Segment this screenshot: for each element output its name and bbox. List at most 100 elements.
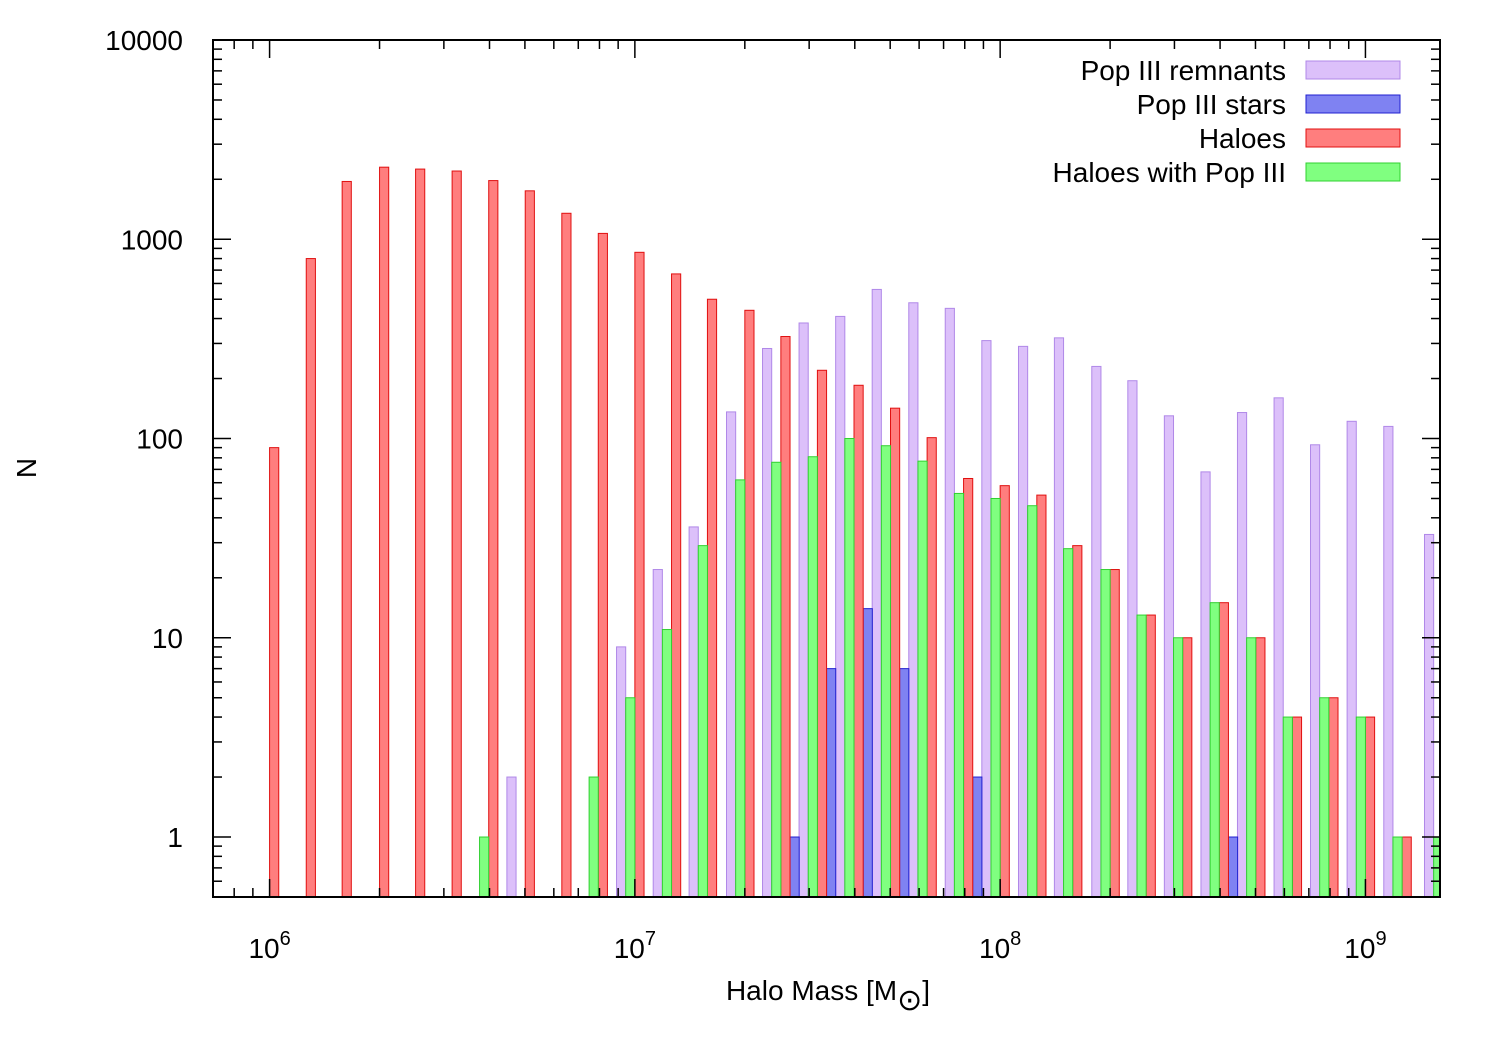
legend-label: Haloes with Pop III: [1053, 157, 1286, 188]
y-axis: 1 10 100 1000 10000: [105, 25, 1440, 898]
bar-haloes-10: [634, 251, 645, 898]
bar-haloes-1: [305, 258, 316, 898]
x-tick-base: 10: [979, 933, 1010, 964]
bar-haloes-2: [341, 180, 352, 898]
bar-pop-iii-remnants-16: [835, 315, 846, 898]
x-tick-base: 10: [1344, 933, 1375, 964]
x-tick-base: 10: [614, 933, 645, 964]
bar-haloes-21: [1036, 494, 1047, 898]
x-tick-label: 109: [1344, 928, 1386, 964]
bar-haloes-with-pop-iii-25: [1173, 637, 1184, 898]
bar-haloes-11: [671, 273, 682, 898]
bar-pop-iii-remnants-20: [981, 340, 992, 898]
bar-pop-iii-remnants-10: [616, 646, 627, 898]
bar-haloes-with-pop-iii-24: [1136, 614, 1147, 898]
bar-pop-iii-remnants-30: [1346, 420, 1357, 898]
bar-pop-iii-stars-19: [972, 776, 983, 898]
bar-haloes-8: [561, 212, 572, 898]
x-axis-label-close: ]: [922, 975, 930, 1006]
bar-haloes-28: [1291, 716, 1303, 898]
legend-label: Pop III stars: [1137, 89, 1286, 120]
x-axis-label-sun-symbol: ⊙: [897, 984, 922, 1017]
bar-haloes-22: [1072, 545, 1083, 898]
bar-haloes-18: [926, 437, 937, 898]
bar-haloes-with-pop-iii-21: [1027, 505, 1038, 898]
y-tick-label: 100: [136, 424, 183, 455]
bar-pop-iii-remnants-25: [1163, 415, 1175, 898]
x-tick-label: 106: [248, 928, 290, 964]
bar-pop-iii-remnants-23: [1091, 365, 1102, 898]
x-tick-exponent: 7: [645, 928, 656, 950]
x-tick-label: 107: [614, 928, 656, 964]
bar-haloes-with-pop-iii-29: [1319, 697, 1330, 898]
bar-haloes-23: [1109, 569, 1120, 898]
bar-haloes-16: [853, 384, 864, 898]
bar-haloes-with-pop-iii-6: [479, 836, 490, 898]
bar-haloes-with-pop-iii-27: [1246, 637, 1257, 898]
bar-pop-iii-remnants-26: [1200, 471, 1211, 898]
x-tick-label: 108: [979, 928, 1021, 964]
bar-haloes-24: [1145, 614, 1156, 898]
x-axis: 106 107 108 109: [212, 40, 1387, 964]
bar-haloes-with-pop-iii-23: [1100, 569, 1111, 898]
bar-haloes-with-pop-iii-17: [880, 445, 892, 898]
bar-haloes-with-pop-iii-10: [625, 697, 636, 898]
bar-pop-iii-remnants-32: [1423, 533, 1435, 898]
bar-haloes-with-pop-iii-26: [1209, 602, 1220, 898]
bar-haloes-with-pop-iii-18: [917, 460, 928, 898]
x-tick-base: 10: [248, 933, 279, 964]
bar-haloes-30: [1364, 716, 1376, 898]
bar-pop-iii-stars-14: [789, 836, 800, 898]
bar-pop-iii-remnants-31: [1383, 425, 1394, 898]
bar-haloes-9: [597, 232, 608, 898]
bar-pop-iii-remnants-11: [652, 569, 663, 898]
x-axis-label: Halo Mass [M⊙]: [726, 975, 930, 1017]
bar-haloes-3: [379, 166, 390, 898]
bar-pop-iii-remnants-27: [1236, 412, 1248, 898]
bar-haloes-with-pop-iii-28: [1282, 716, 1293, 898]
bar-pop-iii-remnants-19: [944, 307, 955, 898]
bar-haloes-with-pop-iii-16: [844, 438, 855, 898]
bar-haloes-with-pop-iii-13: [735, 479, 746, 898]
bar-haloes-with-pop-iii-12: [697, 545, 708, 898]
bar-pop-iii-remnants-24: [1127, 380, 1138, 898]
bar-pop-iii-stars-17: [899, 668, 910, 898]
bars-layer: [269, 166, 1441, 898]
legend-swatch: [1305, 60, 1401, 80]
bar-haloes-12: [706, 298, 718, 898]
bar-haloes-with-pop-iii-22: [1063, 548, 1074, 898]
bar-pop-iii-remnants-28: [1273, 397, 1284, 898]
bar-haloes-19: [963, 477, 974, 898]
bar-pop-iii-remnants-7: [506, 776, 517, 898]
bar-pop-iii-remnants-21: [1017, 345, 1029, 898]
bar-pop-iii-remnants-13: [726, 411, 737, 898]
bar-haloes-26: [1218, 602, 1229, 898]
legend-label: Pop III remnants: [1081, 55, 1286, 86]
bar-pop-iii-remnants-18: [908, 302, 919, 898]
bar-haloes-with-pop-iii-15: [807, 456, 818, 898]
x-tick-exponent: 6: [280, 928, 291, 950]
bar-haloes-0: [269, 447, 280, 898]
bar-pop-iii-remnants-12: [688, 526, 699, 898]
x-tick-exponent: 8: [1010, 928, 1021, 950]
bar-haloes-27: [1255, 637, 1266, 898]
bar-pop-iii-remnants-29: [1310, 444, 1321, 898]
bar-haloes-14: [780, 336, 791, 898]
bar-haloes-5: [451, 170, 462, 898]
bar-haloes-20: [999, 485, 1010, 898]
bar-haloes-25: [1182, 637, 1193, 898]
y-tick-label: 10: [152, 623, 183, 654]
bar-haloes-with-pop-iii-20: [990, 497, 1001, 898]
bar-haloes-with-pop-iii-9: [588, 776, 599, 898]
x-axis-label-main: Halo Mass [M: [726, 975, 897, 1006]
y-tick-label: 1: [167, 822, 183, 853]
bar-haloes-17: [890, 407, 901, 898]
bar-haloes-4: [415, 168, 426, 898]
bar-pop-iii-remnants-17: [871, 288, 882, 898]
bar-pop-iii-stars-15: [826, 668, 837, 898]
bar-haloes-15: [816, 369, 828, 898]
bar-haloes-29: [1328, 697, 1339, 898]
y-tick-label: 1000: [121, 224, 183, 255]
